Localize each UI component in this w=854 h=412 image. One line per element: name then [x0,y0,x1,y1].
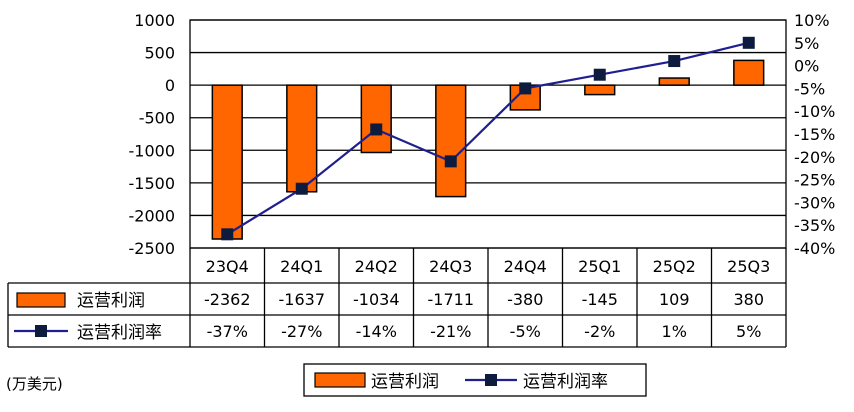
right-tick-label: -25% [794,171,835,190]
right-tick-label: -20% [794,148,835,167]
right-tick-label: -15% [794,125,835,144]
grid-lines [190,19,786,249]
left-tick-label: -2000 [129,206,176,225]
legend-key-bar [314,372,366,388]
bar-value-label: -380 [507,290,543,309]
row-label-bar: 运营利润 [77,291,145,311]
left-tick-label: -2500 [129,239,176,258]
right-tick-label: 10% [794,11,830,30]
line-value-label: 1% [662,322,687,341]
row-key-marker [35,325,47,337]
data-table: 23Q4 -2362 -37% 24Q1 -1637 -27% 24Q2 -1034 -14% 2… [7,248,787,348]
bar-value-label: 109 [659,290,690,309]
left-tick-label: -1500 [129,174,176,193]
line-series [221,36,755,241]
bar-24Q2 [360,84,392,154]
left-tick-label: 1000 [134,11,175,30]
bar-value-label: -1034 [353,290,400,309]
row-key-bar [16,292,66,308]
bar-25Q3 [733,59,765,86]
legend-key-marker [485,374,497,386]
line-value-label: -2% [584,322,615,341]
axes: 1000 500 0 -500 -1000 -1500 -2000 -2500 10% 5% 0% -… [129,11,836,258]
line-value-label: -5% [510,322,541,341]
line-value-label: 5% [736,322,761,341]
left-tick-label: -1000 [129,141,176,160]
bar-25Q2 [658,77,690,86]
category-label: 24Q1 [280,257,323,276]
category-label: 24Q4 [504,257,547,276]
right-tick-label: -10% [794,102,835,121]
margin-line [226,41,750,236]
right-tick-label: -40% [794,239,835,258]
left-tick-label: 0 [165,76,175,95]
bar-25Q1 [584,84,616,96]
right-tick-label: 5% [794,34,819,53]
category-label: 25Q1 [578,257,621,276]
marker-25Q1 [593,68,606,81]
category-label: 25Q2 [653,257,696,276]
right-tick-label: -5% [794,79,825,98]
bar-23Q4 [211,84,243,240]
category-label: 25Q3 [727,257,770,276]
category-label: 23Q4 [206,257,249,276]
bar-series [211,59,765,240]
bar-value-label: 380 [733,290,764,309]
line-value-label: -21% [430,322,471,341]
unit-label: (万美元) [6,375,63,393]
bar-value-label: -1711 [428,290,475,309]
line-value-label: -27% [281,322,322,341]
marker-24Q2 [370,123,383,136]
bar-24Q3 [435,84,467,198]
left-tick-label: 500 [144,44,175,63]
marker-25Q2 [668,55,681,68]
line-value-label: -37% [207,322,248,341]
line-value-label: -14% [356,322,397,341]
right-tick-label: 0% [794,57,819,76]
category-label: 24Q2 [355,257,398,276]
right-tick-label: -35% [794,216,835,235]
category-label: 24Q3 [429,257,472,276]
marker-24Q3 [444,155,457,168]
plot-frame [189,19,787,249]
marker-24Q4 [519,82,532,95]
bar-value-label: -2362 [204,290,251,309]
bar-value-label: -145 [582,290,618,309]
legend: 运营利润 运营利润率 [303,363,647,397]
marker-23Q4 [221,228,234,241]
legend-label-line: 运营利润率 [523,372,608,392]
bar-24Q1 [286,84,318,193]
bar-value-label: -1637 [279,290,326,309]
legend-label-bar: 运营利润 [371,372,439,392]
left-tick-label: -500 [139,109,175,128]
row-label-line: 运营利润率 [77,323,162,343]
marker-25Q3 [742,36,755,49]
marker-24Q1 [295,182,308,195]
right-tick-label: -30% [794,193,835,212]
